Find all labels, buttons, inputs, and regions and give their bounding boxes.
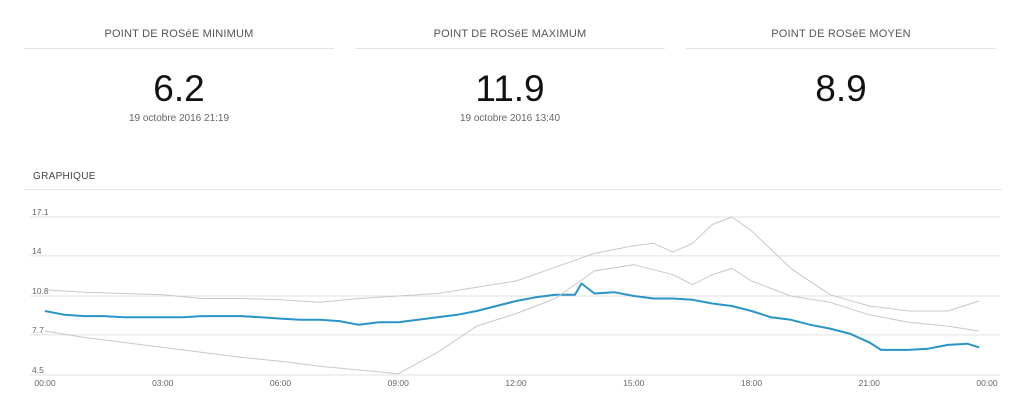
stat-maximum: POINT DE ROSéE MAXIMUM 11.9 19 octobre 2…	[355, 28, 665, 124]
stat-maximum-value: 11.9	[475, 68, 545, 109]
x-tick-label: 18:00	[741, 378, 763, 388]
stat-maximum-label: POINT DE ROSéE MAXIMUM	[355, 28, 665, 49]
stat-minimum: POINT DE ROSéE MINIMUM 6.2 19 octobre 20…	[24, 28, 334, 124]
x-tick-label: 21:00	[859, 378, 881, 388]
series-line-upper	[44, 216, 980, 312]
stat-average-label: POINT DE ROSéE MOYEN	[686, 28, 996, 49]
stat-minimum-label: POINT DE ROSéE MINIMUM	[24, 28, 334, 49]
series-line-lower	[44, 264, 980, 375]
y-tick-label: 17.1	[32, 207, 49, 217]
stat-average-value: 8.9	[815, 68, 867, 109]
y-tick-label: 7.7	[32, 325, 44, 335]
x-tick-label: 03:00	[152, 378, 174, 388]
x-tick-label: 09:00	[388, 378, 410, 388]
x-tick-label: 00:00	[34, 378, 56, 388]
stat-minimum-value: 6.2	[153, 68, 205, 109]
x-tick-label: 12:00	[505, 378, 527, 388]
y-tick-label: 4.5	[32, 365, 44, 375]
y-tick-label: 14	[32, 246, 42, 256]
section-divider	[24, 189, 1002, 190]
series-line-main	[44, 282, 980, 351]
section-title: GRAPHIQUE	[33, 171, 96, 182]
stat-average: POINT DE ROSéE MOYEN 8.9	[686, 28, 996, 113]
x-tick-label: 06:00	[270, 378, 292, 388]
y-tick-label: 10.8	[32, 286, 49, 296]
x-tick-label: 15:00	[623, 378, 645, 388]
stat-minimum-date: 19 octobre 2016 21:19	[128, 113, 230, 124]
x-tick-label: 00:00	[976, 378, 998, 388]
dew-point-chart: 4.5 7.7 10.8 14 17.1 00:00 03:00 06:00 09:00 12:0…	[30, 207, 1000, 388]
stat-maximum-date: 19 octobre 2016 13:40	[459, 113, 561, 124]
